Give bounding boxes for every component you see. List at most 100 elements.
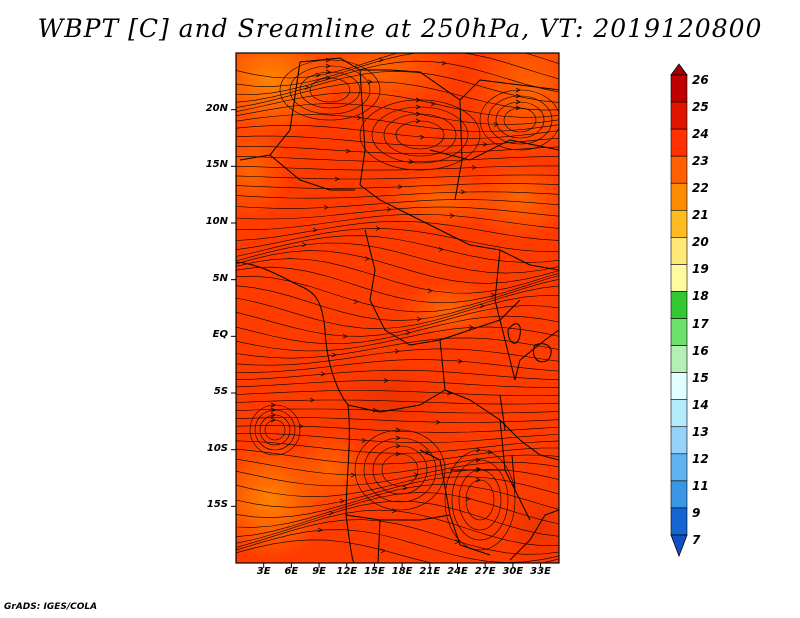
shaded-field xyxy=(236,53,559,563)
colorbar-label: 24 xyxy=(692,127,709,142)
streamline-arrow xyxy=(415,118,421,124)
streamline-arrow xyxy=(301,242,307,248)
streamline-arrow xyxy=(419,134,425,140)
colorbar-swatch xyxy=(670,209,688,238)
streamline xyxy=(236,124,559,139)
lon-label: 3E xyxy=(256,566,271,577)
streamline xyxy=(236,295,559,330)
lon-tick-marks xyxy=(263,563,542,568)
streamline xyxy=(249,404,301,456)
lon-label: 18E xyxy=(391,566,413,577)
map-frame xyxy=(235,52,560,564)
streamline-arrow xyxy=(475,477,481,483)
streamline xyxy=(236,103,559,125)
streamline-arrow xyxy=(515,99,521,105)
colorbar-swatch xyxy=(670,237,688,265)
colorbar-label: 22 xyxy=(692,181,709,196)
colorbar-swatch xyxy=(670,426,688,455)
streamline xyxy=(236,174,559,180)
streamline xyxy=(236,228,559,252)
streamline-arrow xyxy=(309,397,315,403)
streamline xyxy=(236,242,559,274)
colorbar-swatch xyxy=(670,372,688,401)
streamline xyxy=(236,432,559,444)
colorbar-swatch xyxy=(670,264,688,292)
streamline-arrow xyxy=(424,450,430,455)
colorbar-swatch xyxy=(670,155,688,184)
lat-label: 5N xyxy=(212,272,228,284)
streamline-arrow xyxy=(325,75,331,81)
lon-label: 6E xyxy=(284,566,299,577)
streamline xyxy=(371,106,469,164)
colorbar-swatch xyxy=(670,128,688,157)
colorbar-swatch xyxy=(670,74,688,103)
streamline-arrow xyxy=(312,227,318,233)
streamline-arrow xyxy=(342,333,348,339)
streamline-arrow xyxy=(356,115,362,121)
streamline xyxy=(503,107,537,133)
streamline-arrow xyxy=(353,299,359,305)
streamline xyxy=(236,250,559,284)
lat-label: 20N xyxy=(205,102,228,114)
streamline-arrow xyxy=(435,419,441,425)
streamline xyxy=(236,305,559,337)
colorbar-swatch xyxy=(670,345,688,373)
streamline xyxy=(236,326,559,352)
streamline-arrow xyxy=(460,189,466,195)
streamline-arrow xyxy=(475,447,481,453)
streamline xyxy=(236,380,559,388)
streamline xyxy=(236,275,559,313)
streamline-arrow xyxy=(345,148,351,154)
colorbar-label: 23 xyxy=(692,154,709,169)
colorbar-label: 21 xyxy=(692,208,709,223)
colorbar-swatch xyxy=(670,453,688,482)
streamline xyxy=(236,337,559,359)
lat-label: 15S xyxy=(206,499,228,511)
streamline-arrow xyxy=(487,449,493,455)
streamline xyxy=(236,539,559,563)
streamline-arrow xyxy=(402,485,408,491)
streamline-arrow xyxy=(270,412,276,418)
lon-label: 12E xyxy=(336,566,358,577)
streamline-arrow xyxy=(395,435,401,441)
colorbar-label: 12 xyxy=(692,451,709,466)
streamline xyxy=(354,429,446,511)
streamline-arrow xyxy=(515,105,521,111)
streamline xyxy=(309,77,351,103)
streamline-arrow xyxy=(270,417,276,423)
lon-label: 33E xyxy=(530,566,551,577)
lakes xyxy=(499,323,552,491)
streamline xyxy=(236,390,559,396)
lat-label: 10N xyxy=(205,216,228,227)
streamline xyxy=(236,399,559,405)
streamline-arrow xyxy=(367,79,373,85)
streamline xyxy=(465,479,495,521)
streamline xyxy=(395,120,445,150)
colorbar-label: 11 xyxy=(692,478,709,493)
streamline xyxy=(495,101,545,139)
streamline-arrow xyxy=(465,496,471,502)
streamline-arrow xyxy=(415,111,421,117)
colorbar-label: 20 xyxy=(692,235,709,250)
streamline-arrow xyxy=(372,407,378,413)
streamline xyxy=(236,500,559,538)
streamline-arrow xyxy=(471,165,477,170)
colorbar-swatch xyxy=(670,101,688,130)
streamline xyxy=(236,60,559,96)
streamline xyxy=(236,156,559,163)
streamline-arrow xyxy=(441,60,447,66)
streamline-arrow xyxy=(395,451,401,457)
colorbar-max-triangle xyxy=(670,63,688,76)
colorbar-label: 15 xyxy=(692,370,709,385)
streamline xyxy=(236,220,559,241)
colorbar-label: 18 xyxy=(692,289,709,304)
streamline-arrow xyxy=(270,407,276,413)
streamline xyxy=(372,445,428,495)
colorbar-label: 26 xyxy=(692,73,709,87)
streamline-arrow xyxy=(515,87,521,93)
streamline xyxy=(363,437,437,503)
streamline xyxy=(236,114,559,132)
streamline-arrow xyxy=(325,69,331,75)
streamline-arrow xyxy=(378,57,384,63)
streamline-arrow xyxy=(394,348,400,354)
